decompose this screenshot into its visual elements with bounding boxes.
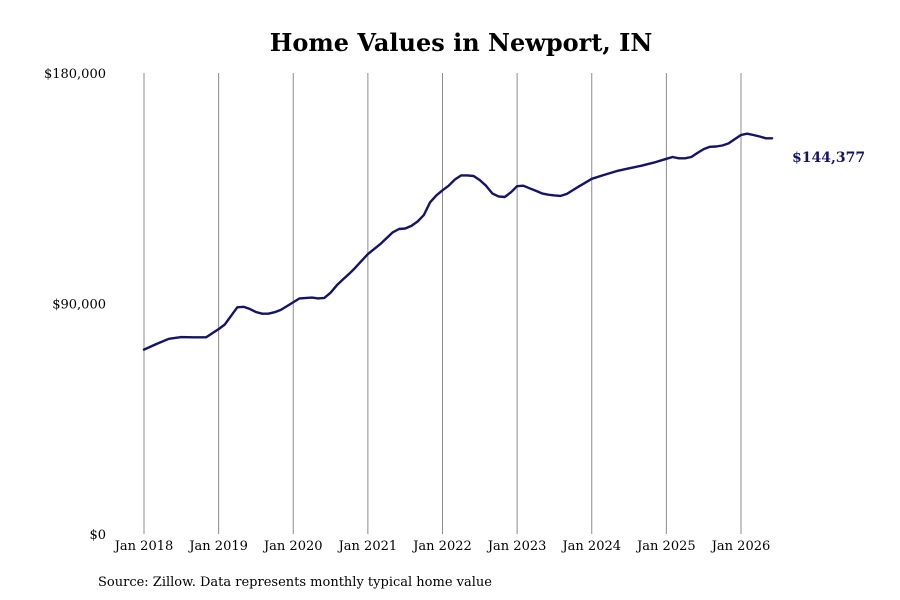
y-tick-label: $90,000 <box>52 298 106 313</box>
y-axis: $0 $90,000 $180,000 <box>44 67 106 543</box>
x-tick-label: Jan 2019 <box>187 539 248 554</box>
source-note: Source: Zillow. Data represents monthly … <box>98 575 492 590</box>
home-value-line <box>142 132 774 351</box>
x-tick-label: Jan 2025 <box>635 539 696 554</box>
x-tick-label: Jan 2023 <box>486 539 547 554</box>
x-axis: Jan 2018 Jan 2019 Jan 2020 Jan 2021 Jan 2022… <box>113 539 771 554</box>
x-tick-label: Jan 2022 <box>411 539 472 554</box>
chart-title: Home Values in Newport, IN <box>270 28 653 57</box>
x-tick-label: Jan 2026 <box>710 539 771 554</box>
y-tick-label: $0 <box>89 528 106 543</box>
x-tick-label: Jan 2024 <box>560 539 621 554</box>
x-tick-label: Jan 2018 <box>113 539 174 554</box>
latest-value-label: $144,377 <box>792 150 865 166</box>
y-tick-label: $180,000 <box>44 67 106 82</box>
vertical-gridlines <box>143 73 742 534</box>
x-tick-label: Jan 2021 <box>337 539 398 554</box>
x-tick-label: Jan 2020 <box>262 539 323 554</box>
